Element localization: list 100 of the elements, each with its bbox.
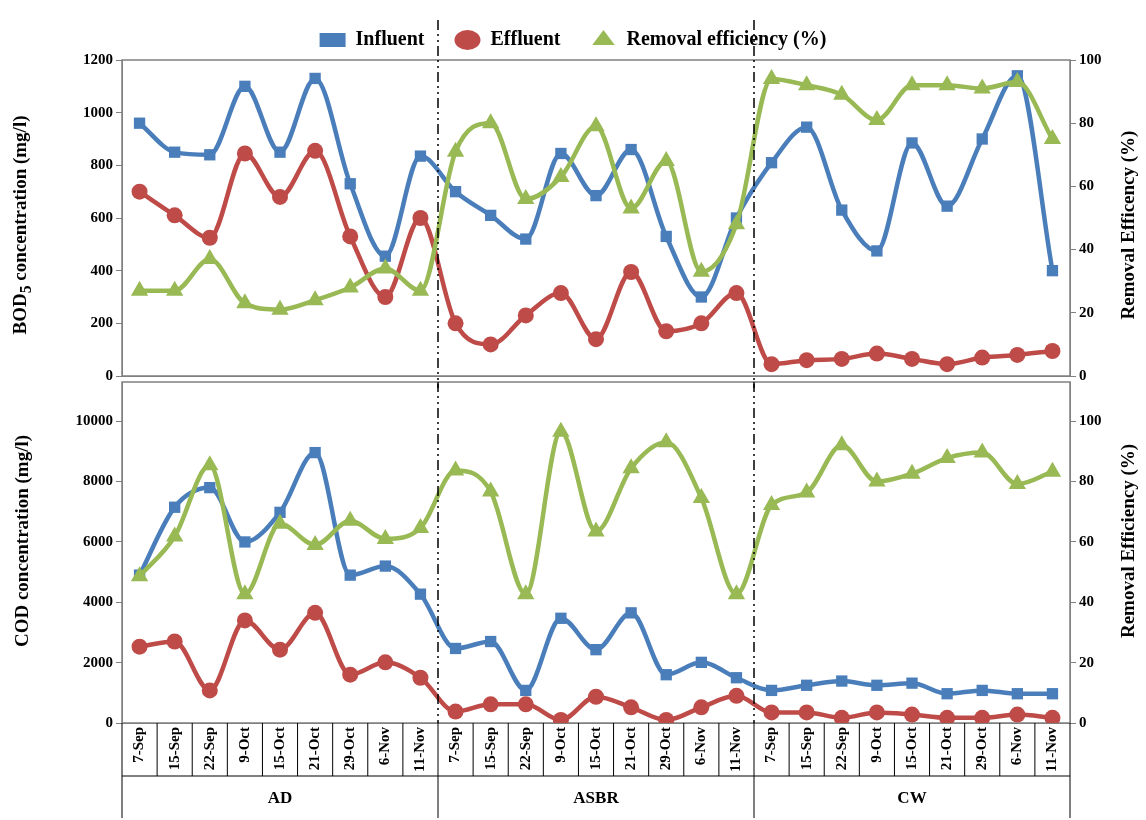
- point: [590, 644, 602, 656]
- point: [1009, 346, 1026, 363]
- point: [623, 263, 640, 280]
- point: [309, 72, 321, 85]
- point: [412, 669, 429, 686]
- point: [379, 560, 391, 572]
- y2-tick-label: 60: [1079, 177, 1094, 194]
- point: [1046, 688, 1059, 700]
- point: [274, 506, 286, 519]
- point: [482, 481, 500, 497]
- point: [1011, 688, 1023, 700]
- point: [414, 150, 427, 162]
- legend-label: Influent: [355, 27, 425, 50]
- x-tick-label: 15-Oct: [902, 727, 919, 771]
- point: [306, 534, 324, 550]
- x-tick-label: 6-Nov: [692, 726, 709, 766]
- point: [622, 458, 640, 474]
- point: [692, 487, 710, 503]
- x-tick-label: 9-Oct: [867, 727, 884, 763]
- y-tick-label: 10000: [75, 412, 113, 429]
- point: [411, 280, 430, 296]
- point: [307, 604, 324, 621]
- y2-tick-label: 60: [1079, 532, 1094, 549]
- point: [692, 261, 710, 277]
- point: [169, 146, 181, 158]
- x-tick-label: 22-Sep: [200, 727, 217, 771]
- point: [976, 133, 988, 145]
- point: [833, 84, 851, 100]
- y2-axis-title: Removal Efficency (%): [1117, 130, 1139, 320]
- x-tick-label: 15-Sep: [481, 727, 498, 771]
- point: [1043, 129, 1062, 144]
- point: [341, 510, 359, 526]
- point: [974, 709, 991, 723]
- point: [485, 209, 497, 222]
- point: [660, 230, 672, 243]
- point: [344, 178, 356, 190]
- point: [868, 704, 885, 721]
- point: [517, 307, 534, 324]
- point: [414, 588, 427, 600]
- point: [166, 526, 184, 542]
- y2-tick-label: 80: [1079, 114, 1094, 131]
- point: [973, 78, 991, 94]
- point: [376, 258, 394, 274]
- x-tick-label: 9-Oct: [551, 727, 568, 763]
- point: [517, 584, 535, 600]
- point: [763, 704, 780, 721]
- point: [204, 481, 216, 494]
- x-tick-label: 15-Oct: [270, 727, 287, 771]
- point: [204, 149, 216, 161]
- x-tick-label: 9-Oct: [235, 727, 252, 763]
- point: [904, 350, 920, 367]
- point: [871, 679, 883, 691]
- point: [552, 166, 570, 182]
- point: [1046, 265, 1059, 277]
- point: [727, 584, 746, 600]
- y-tick-label: 600: [90, 208, 113, 225]
- point: [695, 291, 707, 303]
- point: [446, 460, 465, 476]
- x-tick-label: 7-Sep: [762, 727, 779, 763]
- point: [660, 669, 672, 681]
- point: [728, 687, 745, 704]
- y2-tick-label: 100: [1079, 50, 1102, 67]
- point: [801, 679, 813, 691]
- point: [903, 463, 921, 479]
- point: [341, 277, 359, 293]
- x-tick-label: 29-Oct: [657, 727, 674, 771]
- point: [868, 471, 886, 487]
- point: [587, 521, 605, 537]
- point: [868, 345, 885, 362]
- y2-tick-label: 80: [1079, 472, 1094, 489]
- point: [411, 518, 430, 534]
- y2-tick-label: 20: [1079, 303, 1094, 320]
- point: [1008, 72, 1026, 88]
- point: [555, 612, 567, 624]
- point: [730, 672, 743, 684]
- legend-label: Effluent: [490, 27, 561, 50]
- point: [482, 113, 500, 129]
- x-tick-label: 29-Oct: [341, 727, 358, 771]
- point: [309, 446, 321, 459]
- point: [1009, 706, 1026, 723]
- point: [449, 186, 462, 198]
- y-tick-label: 0: [105, 713, 113, 730]
- point: [130, 280, 149, 296]
- point: [166, 633, 183, 650]
- x-tick-label: 15-Sep: [797, 727, 814, 771]
- y-tick-label: 400: [90, 261, 113, 278]
- point: [520, 684, 532, 697]
- x-tick-label: 7-Sep: [446, 727, 463, 763]
- point: [798, 482, 816, 498]
- point: [657, 151, 675, 167]
- legend-label: Removal efficiency (%): [626, 27, 827, 51]
- point: [939, 709, 956, 723]
- point: [836, 675, 848, 687]
- point: [239, 536, 251, 548]
- point: [871, 245, 883, 257]
- point: [271, 513, 289, 529]
- point: [623, 699, 640, 716]
- point: [342, 666, 359, 683]
- point: [379, 250, 391, 262]
- x-tick-label: 6-Nov: [1008, 726, 1025, 766]
